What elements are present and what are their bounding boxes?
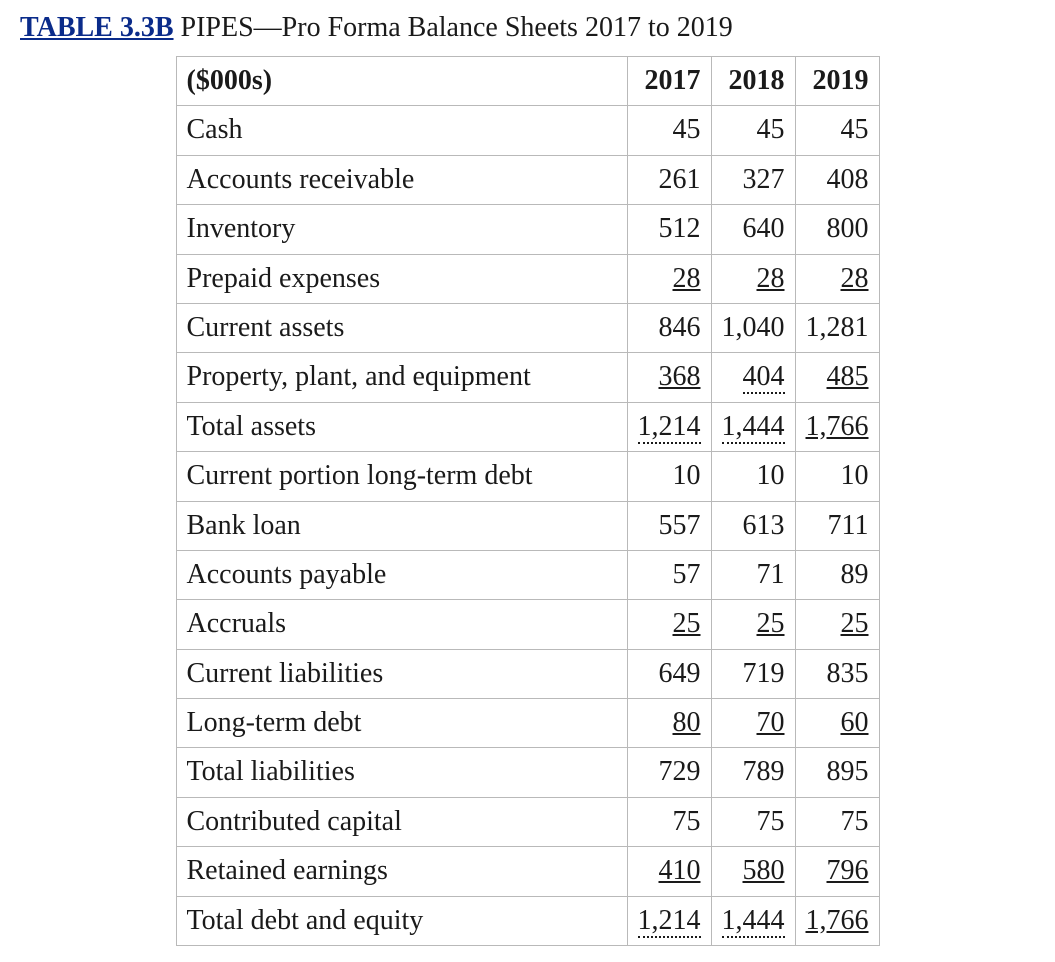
row-label: Bank loan [176, 501, 627, 550]
row-value: 649 [627, 649, 711, 698]
row-value: 835 [795, 649, 879, 698]
row-value: 1,040 [711, 303, 795, 352]
row-value: 796 [795, 847, 879, 896]
row-label: Total assets [176, 402, 627, 451]
row-label: Inventory [176, 205, 627, 254]
row-value: 25 [711, 600, 795, 649]
row-value: 1,444 [711, 896, 795, 945]
row-value: 75 [711, 797, 795, 846]
row-label: Prepaid expenses [176, 254, 627, 303]
row-value: 404 [711, 353, 795, 402]
row-value: 327 [711, 155, 795, 204]
row-value: 71 [711, 550, 795, 599]
row-value: 1,766 [795, 896, 879, 945]
row-value: 789 [711, 748, 795, 797]
balance-sheet-table: ($000s) 2017 2018 2019 Cash454545Account… [176, 56, 880, 946]
row-value: 28 [627, 254, 711, 303]
row-label: Total debt and equity [176, 896, 627, 945]
row-label: Accounts receivable [176, 155, 627, 204]
row-value: 368 [627, 353, 711, 402]
row-value: 45 [795, 106, 879, 155]
table-row: Accounts payable577189 [176, 550, 879, 599]
table-row: Total assets1,2141,4441,766 [176, 402, 879, 451]
row-label: Total liabilities [176, 748, 627, 797]
header-units-label: ($000s) [176, 57, 627, 106]
row-value: 800 [795, 205, 879, 254]
table-row: Current liabilities649719835 [176, 649, 879, 698]
table-row: Total liabilities729789895 [176, 748, 879, 797]
table-row: Long-term debt807060 [176, 699, 879, 748]
row-label: Current assets [176, 303, 627, 352]
row-value: 729 [627, 748, 711, 797]
table-number-link[interactable]: TABLE 3.3B [20, 12, 174, 43]
row-value: 1,766 [795, 402, 879, 451]
row-label: Long-term debt [176, 699, 627, 748]
row-value: 580 [711, 847, 795, 896]
row-label: Retained earnings [176, 847, 627, 896]
row-value: 846 [627, 303, 711, 352]
table-row: Total debt and equity1,2141,4441,766 [176, 896, 879, 945]
row-value: 1,444 [711, 402, 795, 451]
row-label: Accruals [176, 600, 627, 649]
row-value: 10 [627, 452, 711, 501]
row-value: 75 [795, 797, 879, 846]
row-value: 613 [711, 501, 795, 550]
table-row: Property, plant, and equipment368404485 [176, 353, 879, 402]
table-row: Bank loan557613711 [176, 501, 879, 550]
row-value: 640 [711, 205, 795, 254]
table-row: Inventory512640800 [176, 205, 879, 254]
row-value: 10 [711, 452, 795, 501]
table-header-row: ($000s) 2017 2018 2019 [176, 57, 879, 106]
row-label: Current portion long-term debt [176, 452, 627, 501]
table-row: Cash454545 [176, 106, 879, 155]
row-value: 895 [795, 748, 879, 797]
row-value: 10 [795, 452, 879, 501]
row-value: 1,214 [627, 896, 711, 945]
header-year-2019: 2019 [795, 57, 879, 106]
header-year-2018: 2018 [711, 57, 795, 106]
row-label: Accounts payable [176, 550, 627, 599]
row-value: 60 [795, 699, 879, 748]
row-value: 408 [795, 155, 879, 204]
row-value: 557 [627, 501, 711, 550]
row-value: 711 [795, 501, 879, 550]
row-value: 45 [627, 106, 711, 155]
row-label: Property, plant, and equipment [176, 353, 627, 402]
row-value: 70 [711, 699, 795, 748]
row-value: 25 [795, 600, 879, 649]
row-value: 512 [627, 205, 711, 254]
row-value: 485 [795, 353, 879, 402]
row-label: Current liabilities [176, 649, 627, 698]
row-value: 57 [627, 550, 711, 599]
table-row: Current assets8461,0401,281 [176, 303, 879, 352]
row-label: Contributed capital [176, 797, 627, 846]
row-value: 1,214 [627, 402, 711, 451]
row-value: 261 [627, 155, 711, 204]
header-year-2017: 2017 [627, 57, 711, 106]
row-value: 410 [627, 847, 711, 896]
row-value: 25 [627, 600, 711, 649]
row-value: 1,281 [795, 303, 879, 352]
table-row: Accruals252525 [176, 600, 879, 649]
table-row: Prepaid expenses282828 [176, 254, 879, 303]
row-value: 75 [627, 797, 711, 846]
row-value: 719 [711, 649, 795, 698]
row-value: 28 [711, 254, 795, 303]
row-value: 80 [627, 699, 711, 748]
table-body: Cash454545Accounts receivable261327408In… [176, 106, 879, 946]
row-value: 45 [711, 106, 795, 155]
row-value: 28 [795, 254, 879, 303]
table-container: ($000s) 2017 2018 2019 Cash454545Account… [20, 56, 1035, 946]
row-label: Cash [176, 106, 627, 155]
table-row: Contributed capital757575 [176, 797, 879, 846]
table-caption: TABLE 3.3B PIPES—Pro Forma Balance Sheet… [20, 12, 1035, 44]
table-row: Current portion long-term debt101010 [176, 452, 879, 501]
table-row: Accounts receivable261327408 [176, 155, 879, 204]
table-row: Retained earnings410580796 [176, 847, 879, 896]
row-value: 89 [795, 550, 879, 599]
table-title-text: PIPES—Pro Forma Balance Sheets 2017 to 2… [174, 12, 733, 43]
